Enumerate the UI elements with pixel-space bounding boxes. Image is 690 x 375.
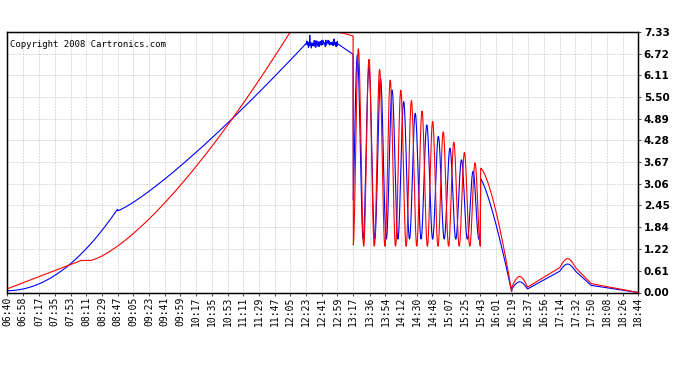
Text: West Array Current (red)/East Array Current (blue) (DC Amps) Tue Sep 23 18:44: West Array Current (red)/East Array Curr… (3, 7, 687, 21)
Text: Copyright 2008 Cartronics.com: Copyright 2008 Cartronics.com (10, 40, 166, 49)
